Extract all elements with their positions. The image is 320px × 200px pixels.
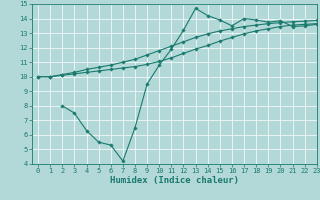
X-axis label: Humidex (Indice chaleur): Humidex (Indice chaleur) xyxy=(110,176,239,185)
